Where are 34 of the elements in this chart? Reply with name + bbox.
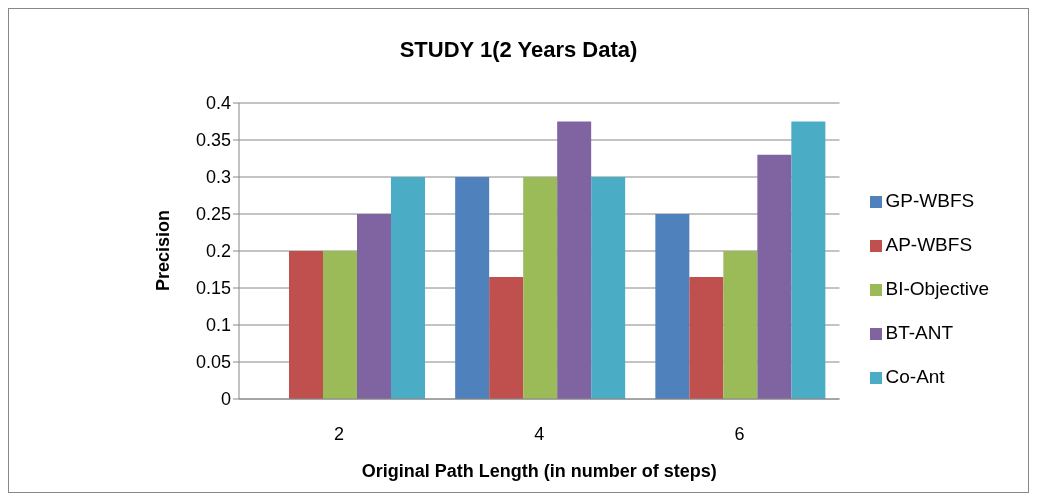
bar bbox=[357, 214, 391, 399]
y-tick-label: 0.35 bbox=[195, 130, 231, 151]
chart-title: STUDY 1(2 Years Data) bbox=[398, 37, 639, 63]
y-axis-title: Precision bbox=[153, 209, 174, 291]
bar bbox=[723, 251, 758, 399]
bar bbox=[391, 177, 425, 399]
y-tick-label: 0.1 bbox=[205, 315, 231, 336]
y-tick-label: 0.2 bbox=[205, 241, 231, 262]
bar bbox=[455, 177, 490, 399]
y-tick-label: 0.05 bbox=[195, 352, 231, 373]
legend-label: BI-Objective bbox=[885, 278, 989, 299]
bar bbox=[489, 276, 524, 399]
bar bbox=[323, 251, 357, 399]
bar bbox=[757, 154, 792, 399]
y-tick-label: 0.4 bbox=[205, 93, 231, 114]
y-tick-label: 0.15 bbox=[195, 278, 231, 299]
x-tick-label: 6 bbox=[734, 423, 745, 444]
legend-label: AP-WBFS bbox=[885, 234, 973, 255]
legend-label: BT-ANT bbox=[885, 322, 954, 343]
legend-label: Co-Ant bbox=[885, 366, 945, 387]
bar bbox=[523, 177, 558, 399]
x-tick-label: 4 bbox=[534, 423, 545, 444]
bar bbox=[591, 177, 626, 399]
y-tick-label: 0 bbox=[220, 389, 231, 410]
y-tick-label: 0.25 bbox=[195, 204, 231, 225]
bar bbox=[689, 276, 724, 399]
y-tick-label: 0.3 bbox=[205, 167, 231, 188]
bar bbox=[791, 121, 826, 399]
x-axis-title: Original Path Length (in number of steps) bbox=[361, 461, 717, 481]
bar bbox=[289, 251, 323, 399]
bar bbox=[655, 214, 690, 399]
legend-label: GP-WBFS bbox=[885, 190, 975, 211]
bar bbox=[557, 121, 592, 399]
x-tick-label: 2 bbox=[334, 423, 345, 444]
